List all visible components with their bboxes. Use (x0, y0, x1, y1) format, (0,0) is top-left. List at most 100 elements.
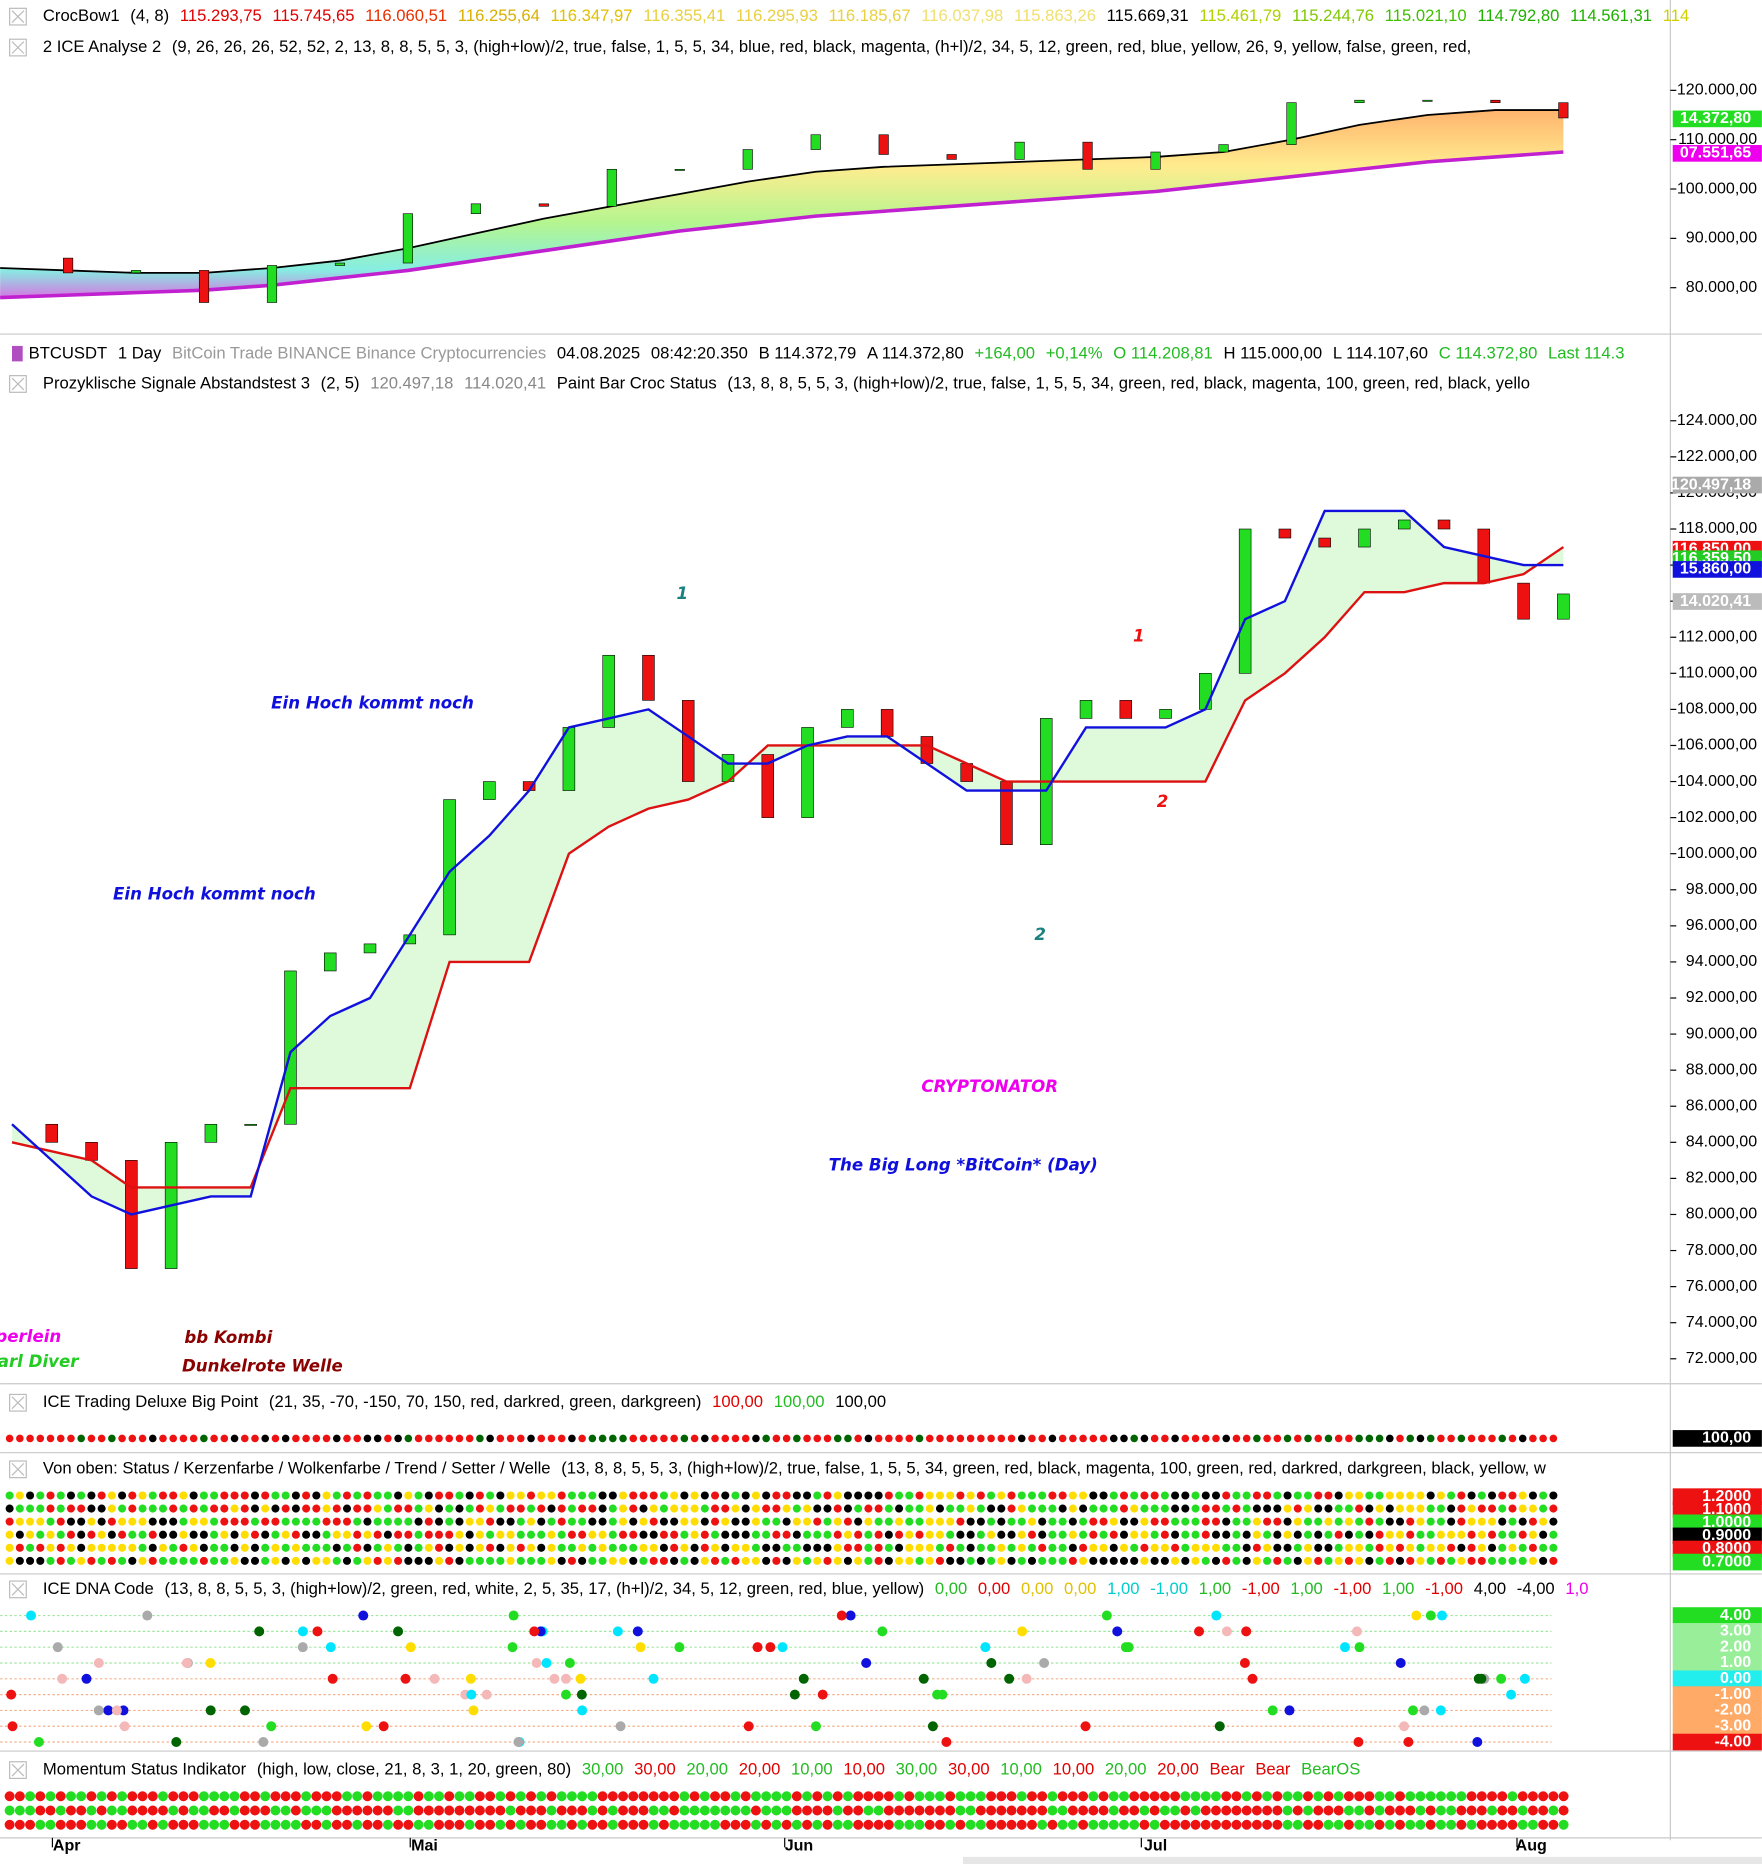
signal-dot (1416, 1434, 1425, 1443)
momentum-dot (55, 1805, 66, 1816)
candle (841, 709, 854, 728)
signal-dot (701, 1434, 709, 1443)
signal-dot (66, 1543, 76, 1552)
signal-dot (1119, 1517, 1129, 1526)
signal-dot (210, 1491, 219, 1500)
signal-dot (465, 1504, 474, 1513)
dna-dot (1403, 1737, 1414, 1748)
signal-dot (1467, 1543, 1476, 1552)
signal-dot (363, 1530, 372, 1539)
signal-dot (56, 1556, 65, 1565)
signal-dot (87, 1543, 96, 1552)
signal-dot (1171, 1434, 1179, 1443)
momentum-dot (76, 1819, 87, 1830)
signal-dot (1447, 1517, 1456, 1526)
signal-dot (506, 1504, 515, 1513)
signal-dot (435, 1434, 443, 1443)
momentum-dot (1108, 1805, 1119, 1816)
momentum-dot (249, 1805, 260, 1816)
dna-dot (429, 1673, 440, 1684)
signal-dot (353, 1517, 362, 1526)
signal-dot (731, 1434, 740, 1443)
signal-dot (762, 1530, 771, 1539)
signal-dot (997, 1556, 1006, 1565)
signal-dot (1273, 1434, 1282, 1443)
dna-dot (743, 1721, 754, 1732)
price-tag-label: 14.020,41 (1680, 592, 1751, 610)
momentum-dot (403, 1805, 414, 1816)
signal-dot (26, 1517, 35, 1526)
momentum-dot (1272, 1805, 1283, 1816)
signal-dot (445, 1434, 454, 1443)
momentum-dot (669, 1791, 680, 1802)
lower-band-line (0, 150, 1564, 300)
signal-dot (690, 1543, 699, 1552)
momentum-dot (577, 1805, 588, 1816)
momentum-dot (505, 1791, 516, 1802)
signal-dot (639, 1434, 648, 1443)
signal-dot (189, 1556, 198, 1565)
header-item: 0,00 (1064, 1579, 1096, 1598)
momentum-dot (1323, 1805, 1334, 1816)
signal-dot (946, 1543, 955, 1552)
price-tag (1672, 1527, 1762, 1545)
dna-dot (325, 1642, 336, 1653)
signal-dot (108, 1434, 116, 1443)
signal-dot (36, 1543, 45, 1552)
signal-dot (905, 1491, 914, 1500)
signal-dot (445, 1504, 454, 1513)
momentum-dot (362, 1819, 373, 1830)
signal-dot (1252, 1530, 1261, 1539)
momentum-dot (853, 1819, 864, 1830)
momentum-dot (229, 1791, 240, 1802)
signal-dot (1099, 1517, 1108, 1526)
momentum-dot (280, 1791, 291, 1802)
signal-dot (15, 1517, 24, 1526)
momentum-dot (1487, 1791, 1498, 1802)
signal-dot (1477, 1543, 1486, 1552)
momentum-dot (1221, 1819, 1232, 1830)
dna-dot (205, 1657, 216, 1668)
header-item: 116.037,98 (921, 6, 1003, 25)
dna-dot (941, 1737, 952, 1748)
signal-dot (322, 1556, 331, 1565)
y-tick-label: 100.000,00 (1677, 844, 1757, 862)
momentum-dot (301, 1805, 312, 1816)
signal-dot (976, 1491, 985, 1500)
signal-dot (251, 1434, 259, 1443)
signal-dot (1334, 1504, 1343, 1513)
momentum-dot (648, 1805, 659, 1816)
signal-dot (36, 1434, 45, 1443)
signal-dot (1457, 1491, 1466, 1500)
cloud (12, 510, 1564, 1215)
signal-dot (1171, 1530, 1180, 1539)
signal-dot (854, 1517, 863, 1526)
momentum-dot (658, 1819, 669, 1830)
momentum-dot (219, 1791, 230, 1802)
momentum-dot (904, 1791, 915, 1802)
signal-dot (383, 1517, 392, 1526)
signal-dot (1467, 1434, 1476, 1443)
signal-dot (281, 1434, 290, 1443)
dna-dot (564, 1657, 575, 1668)
signal-dot (343, 1434, 351, 1443)
signal-dot (271, 1491, 280, 1500)
signal-dot (659, 1556, 668, 1565)
momentum-dot (229, 1805, 240, 1816)
scrollbar[interactable] (963, 1856, 1762, 1864)
signal-dot (240, 1543, 249, 1552)
momentum-dot (331, 1791, 342, 1802)
signal-dot (966, 1517, 975, 1526)
signal-dot (97, 1434, 106, 1443)
signal-dot (782, 1517, 791, 1526)
signal-dot (1283, 1543, 1292, 1552)
signal-dot (1191, 1491, 1200, 1500)
momentum-dot (1078, 1791, 1089, 1802)
signal-dot (128, 1530, 137, 1539)
momentum-dot (1435, 1819, 1446, 1830)
signal-dot (1416, 1530, 1425, 1539)
signal-dot (189, 1530, 198, 1539)
momentum-dot (1098, 1819, 1109, 1830)
signal-dot (526, 1491, 536, 1500)
momentum-dot (648, 1819, 659, 1830)
